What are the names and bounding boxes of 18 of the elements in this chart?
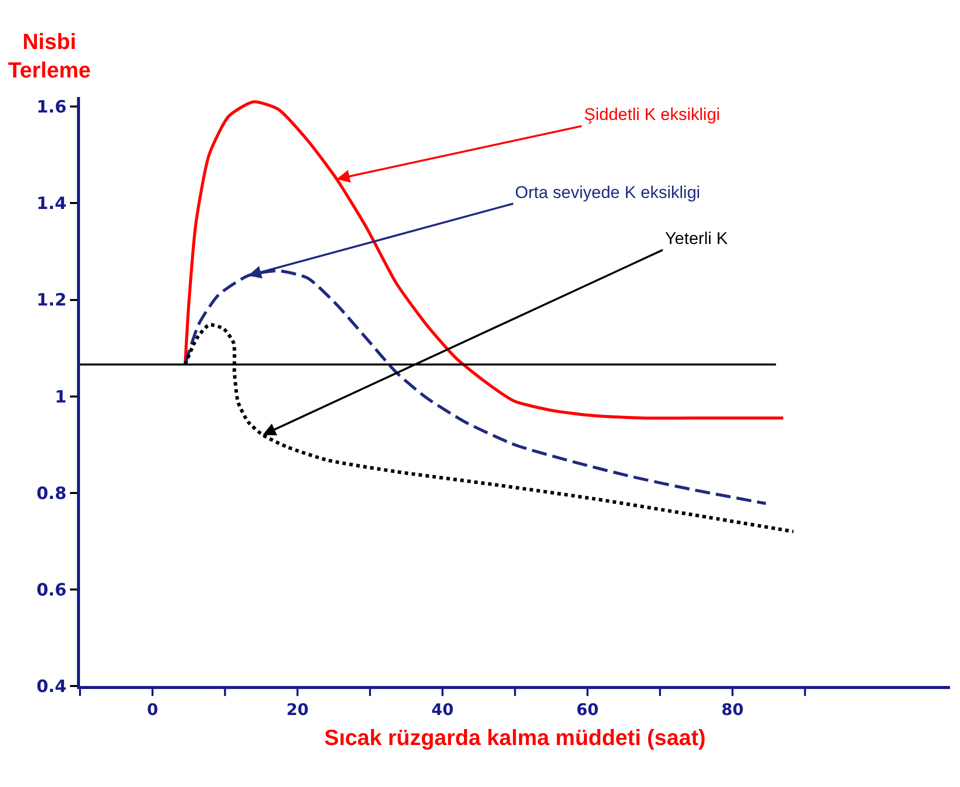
text: Yeterli K — [665, 229, 728, 248]
text: Orta seviyede K eksikligi — [515, 183, 700, 202]
x-tick-label: 60 — [576, 700, 599, 720]
x-tick-label: 20 — [286, 700, 309, 720]
x-tick-label: 0 — [146, 700, 158, 720]
y-axis-title: Nisbi Terleme — [8, 29, 91, 83]
y-tick-label: 1.4 — [36, 194, 67, 214]
line-series — [184, 100, 785, 420]
x-tick-label: 40 — [431, 700, 454, 720]
y-tick-label: 0.6 — [36, 580, 67, 600]
y-tick-label: 0.4 — [36, 676, 67, 697]
y-tick-label: 1 — [54, 387, 67, 408]
x-axis-title: Sıcak rüzgarda kalma müddeti (saat) — [324, 725, 706, 750]
y-tick-label: 0.8 — [36, 484, 67, 504]
y-tick-label: 1.6 — [36, 98, 67, 118]
x-tick-label: 80 — [721, 700, 744, 720]
y-tick-label: 1.2 — [36, 290, 67, 311]
text: Şiddetli K eksikligi — [584, 105, 720, 124]
